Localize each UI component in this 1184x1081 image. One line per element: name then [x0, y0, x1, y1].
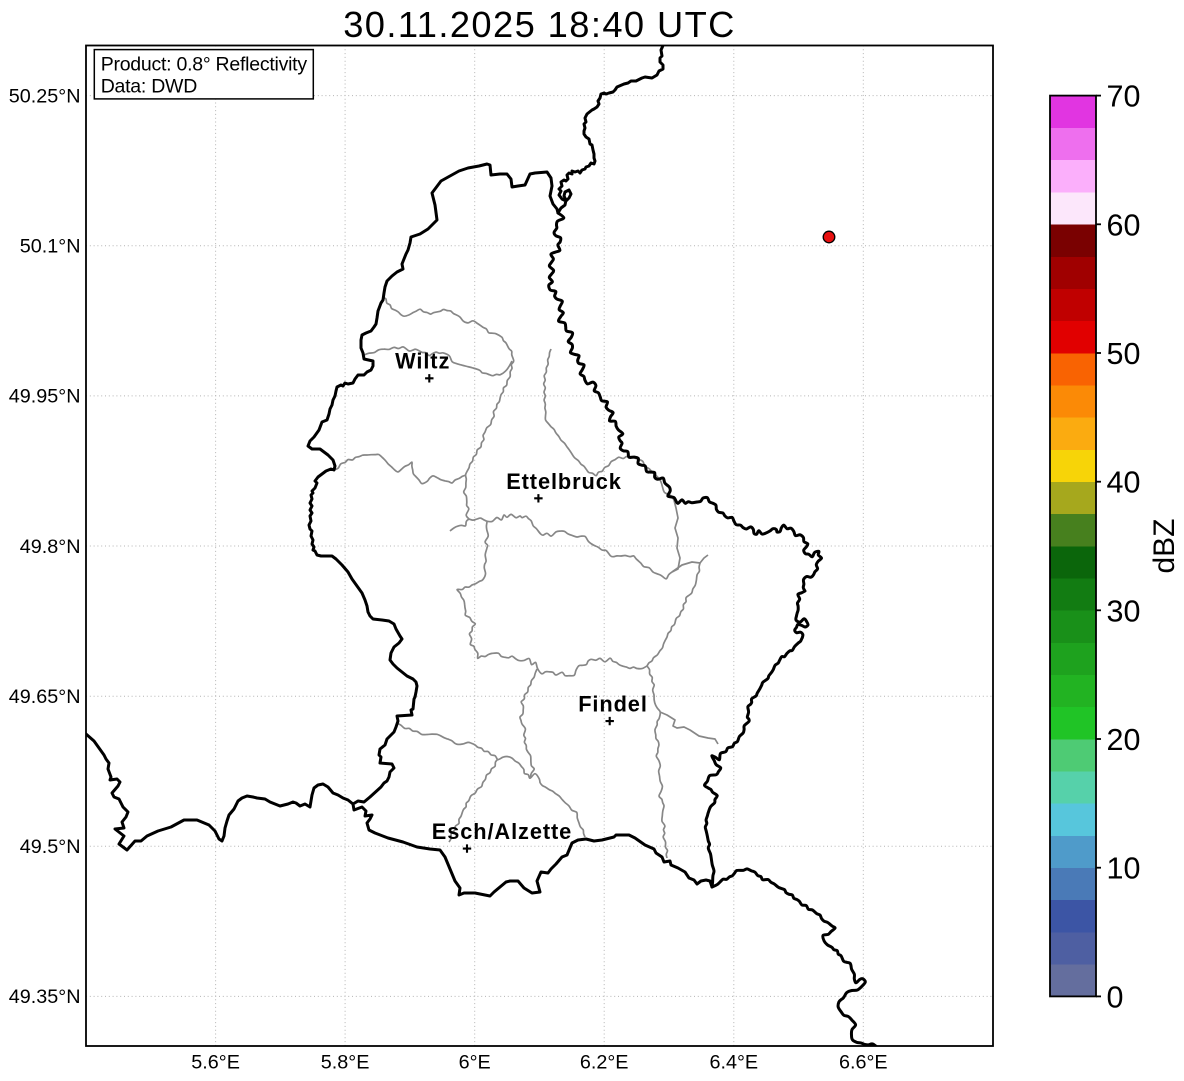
svg-text:Data: DWD: Data: DWD	[101, 75, 198, 97]
svg-text:50: 50	[1107, 337, 1141, 371]
svg-text:49.35°N: 49.35°N	[9, 986, 81, 1008]
svg-text:50.1°N: 50.1°N	[20, 236, 81, 258]
svg-text:5.8°E: 5.8°E	[321, 1051, 370, 1073]
svg-text:5.6°E: 5.6°E	[191, 1051, 240, 1073]
svg-text:49.65°N: 49.65°N	[9, 686, 81, 708]
svg-text:30: 30	[1107, 594, 1141, 628]
svg-text:30.11.2025 18:40 UTC: 30.11.2025 18:40 UTC	[343, 4, 736, 45]
svg-text:60: 60	[1107, 208, 1141, 242]
svg-text:50.25°N: 50.25°N	[9, 85, 81, 107]
svg-text:dBZ: dBZ	[1148, 518, 1181, 573]
svg-text:Product: 0.8° Reflectivity: Product: 0.8° Reflectivity	[101, 53, 308, 75]
svg-text:Findel: Findel	[578, 692, 648, 717]
svg-text:Wiltz: Wiltz	[395, 349, 450, 374]
svg-text:40: 40	[1107, 466, 1141, 500]
svg-text:6.2°E: 6.2°E	[580, 1051, 629, 1073]
svg-text:6.6°E: 6.6°E	[839, 1051, 888, 1073]
svg-text:6.4°E: 6.4°E	[709, 1051, 758, 1073]
svg-text:0: 0	[1107, 980, 1124, 1014]
svg-text:49.95°N: 49.95°N	[9, 386, 81, 408]
svg-text:Esch/Alzette: Esch/Alzette	[432, 819, 572, 844]
svg-text:Ettelbruck: Ettelbruck	[506, 469, 622, 494]
svg-text:49.5°N: 49.5°N	[20, 836, 81, 858]
svg-text:20: 20	[1107, 723, 1141, 757]
svg-text:10: 10	[1107, 852, 1141, 886]
svg-text:6°E: 6°E	[459, 1051, 491, 1073]
svg-text:70: 70	[1107, 80, 1141, 114]
svg-text:49.8°N: 49.8°N	[20, 536, 81, 558]
